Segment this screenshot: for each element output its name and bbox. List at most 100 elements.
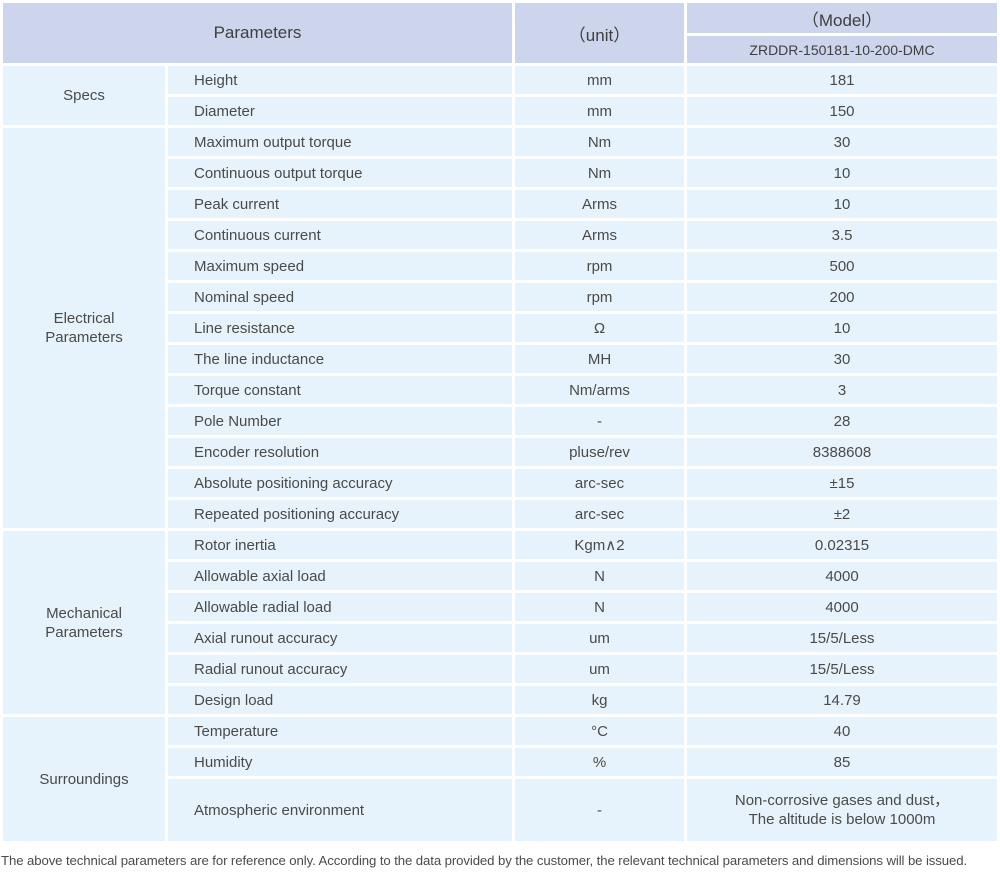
parameter-name-cell: Encoder resolution <box>168 438 512 466</box>
value-cell: 30 <box>687 345 997 373</box>
unit-cell: Arms <box>515 190 684 218</box>
value-cell: 150 <box>687 97 997 125</box>
unit-cell: arc-sec <box>515 500 684 528</box>
value-cell: 500 <box>687 252 997 280</box>
value-cell: 181 <box>687 66 997 94</box>
parameter-name-cell: Temperature <box>168 717 512 745</box>
table-row: Torque constant Nm/arms 3 <box>3 376 997 404</box>
table-row: Nominal speed rpm 200 <box>3 283 997 311</box>
category-cell: Surroundings <box>3 717 165 841</box>
table-row: Peak current Arms 10 <box>3 190 997 218</box>
value-cell: 4000 <box>687 562 997 590</box>
unit-cell: Ω <box>515 314 684 342</box>
model-header-cell: （Model） <box>687 3 997 33</box>
value-cell: 10 <box>687 314 997 342</box>
value-cell: 200 <box>687 283 997 311</box>
table-row: Electrical Parameters Maximum output torqu… <box>3 128 997 528</box>
value-cell: 28 <box>687 407 997 435</box>
parameter-name-cell: Allowable axial load <box>168 562 512 590</box>
parameter-name-cell: Continuous output torque <box>168 159 512 187</box>
unit-cell: °C <box>515 717 684 745</box>
value-cell: 85 <box>687 748 997 776</box>
parameter-name-cell: Maximum speed <box>168 252 512 280</box>
table-row: Design load kg 14.79 <box>3 686 997 714</box>
unit-cell: Kgm∧2 <box>515 531 684 559</box>
table-row: Specs Height mm 181 <box>3 66 997 125</box>
category-cell: Specs <box>3 66 165 125</box>
parameter-name-cell: Line resistance <box>168 314 512 342</box>
unit-cell: mm <box>515 66 684 94</box>
unit-cell: Nm <box>515 159 684 187</box>
table-row: Mechanical Parameters Rotor inertia Kgm∧2 0.… <box>3 531 997 714</box>
table-row: Radial runout accuracy um 15/5/Less <box>3 655 997 683</box>
unit-cell: - <box>515 407 684 435</box>
value-cell: Non-corrosive gases and dust， The altitud… <box>687 779 997 841</box>
value-cell: ±2 <box>687 500 997 528</box>
value-cell: 3 <box>687 376 997 404</box>
unit-cell: rpm <box>515 283 684 311</box>
category-cell: Electrical Parameters <box>3 128 165 528</box>
unit-cell: kg <box>515 686 684 714</box>
model-code-cell: ZRDDR-150181-10-200-DMC <box>687 36 997 63</box>
unit-cell: Arms <box>515 221 684 249</box>
header-row-model-code: ZRDDR-150181-10-200-DMC <box>3 36 997 63</box>
parameter-name-cell: Height <box>168 66 512 94</box>
parameter-name-cell: Atmospheric environment <box>168 779 512 841</box>
header-row: Parameters （unit） （Model） <box>3 3 997 63</box>
table-row: Allowable radial load N 4000 <box>3 593 997 621</box>
table-body: Specs Height mm 181 Diameter mm 150 Electrical P… <box>3 66 997 841</box>
table-row: The line inductance MH 30 <box>3 345 997 373</box>
table-row: Repeated positioning accuracy arc-sec ±2 <box>3 500 997 528</box>
value-cell: 15/5/Less <box>687 624 997 652</box>
value-cell: 40 <box>687 717 997 745</box>
unit-cell: rpm <box>515 252 684 280</box>
value-cell: 14.79 <box>687 686 997 714</box>
parameter-name-cell: Pole Number <box>168 407 512 435</box>
table-row: Pole Number -28 <box>3 407 997 435</box>
table-row: Humidity% 85 <box>3 748 997 776</box>
value-cell: 10 <box>687 190 997 218</box>
spec-table: Parameters （unit） （Model） ZRDDR-150181-1… <box>3 3 997 841</box>
table-row: Continuous output torque Nm 10 <box>3 159 997 187</box>
unit-cell: pluse/rev <box>515 438 684 466</box>
table-row: Surroundings Temperature °C 40 <box>3 717 997 841</box>
parameter-name-cell: Radial runout accuracy <box>168 655 512 683</box>
parameter-name-cell: Torque constant <box>168 376 512 404</box>
value-cell: 4000 <box>687 593 997 621</box>
parameter-name-cell: Rotor inertia <box>168 531 512 559</box>
unit-cell: mm <box>515 97 684 125</box>
parameter-name-cell: Maximum output torque <box>168 128 512 156</box>
value-cell: 0.02315 <box>687 531 997 559</box>
parameter-name-cell: Peak current <box>168 190 512 218</box>
footer-note: The above technical parameters are for r… <box>1 853 968 868</box>
unit-cell: um <box>515 655 684 683</box>
parameter-name-cell: Design load <box>168 686 512 714</box>
table-row: Encoder resolution pluse/rev 8388608 <box>3 438 997 466</box>
parameter-name-cell: Axial runout accuracy <box>168 624 512 652</box>
value-cell: 8388608 <box>687 438 997 466</box>
unit-header-cell: （unit） <box>515 3 684 63</box>
parameters-header-cell: Parameters <box>3 3 512 63</box>
unit-cell: MH <box>515 345 684 373</box>
parameter-name-cell: Diameter <box>168 97 512 125</box>
parameter-name-cell: Continuous current <box>168 221 512 249</box>
parameter-name-cell: Nominal speed <box>168 283 512 311</box>
unit-cell: arc-sec <box>515 469 684 497</box>
parameter-name-cell: Absolute positioning accuracy <box>168 469 512 497</box>
value-cell: 3.5 <box>687 221 997 249</box>
table-row: Continuous current Arms 3.5 <box>3 221 997 249</box>
table-row: Absolute positioning accuracy arc-sec ±15 <box>3 469 997 497</box>
table-row: Atmospheric environment - Non-corrosive ga… <box>3 779 997 841</box>
table-header: Parameters （unit） （Model） ZRDDR-150181-1… <box>3 3 997 63</box>
parameter-name-cell: Humidity <box>168 748 512 776</box>
unit-cell: N <box>515 593 684 621</box>
table-row: Axial runout accuracy um 15/5/Less <box>3 624 997 652</box>
category-cell: Mechanical Parameters <box>3 531 165 714</box>
parameter-name-cell: Repeated positioning accuracy <box>168 500 512 528</box>
parameter-name-cell: Allowable radial load <box>168 593 512 621</box>
value-cell: 10 <box>687 159 997 187</box>
parameter-name-cell: The line inductance <box>168 345 512 373</box>
table-row: Diameter mm 150 <box>3 97 997 125</box>
table-row: Allowable axial load N 4000 <box>3 562 997 590</box>
